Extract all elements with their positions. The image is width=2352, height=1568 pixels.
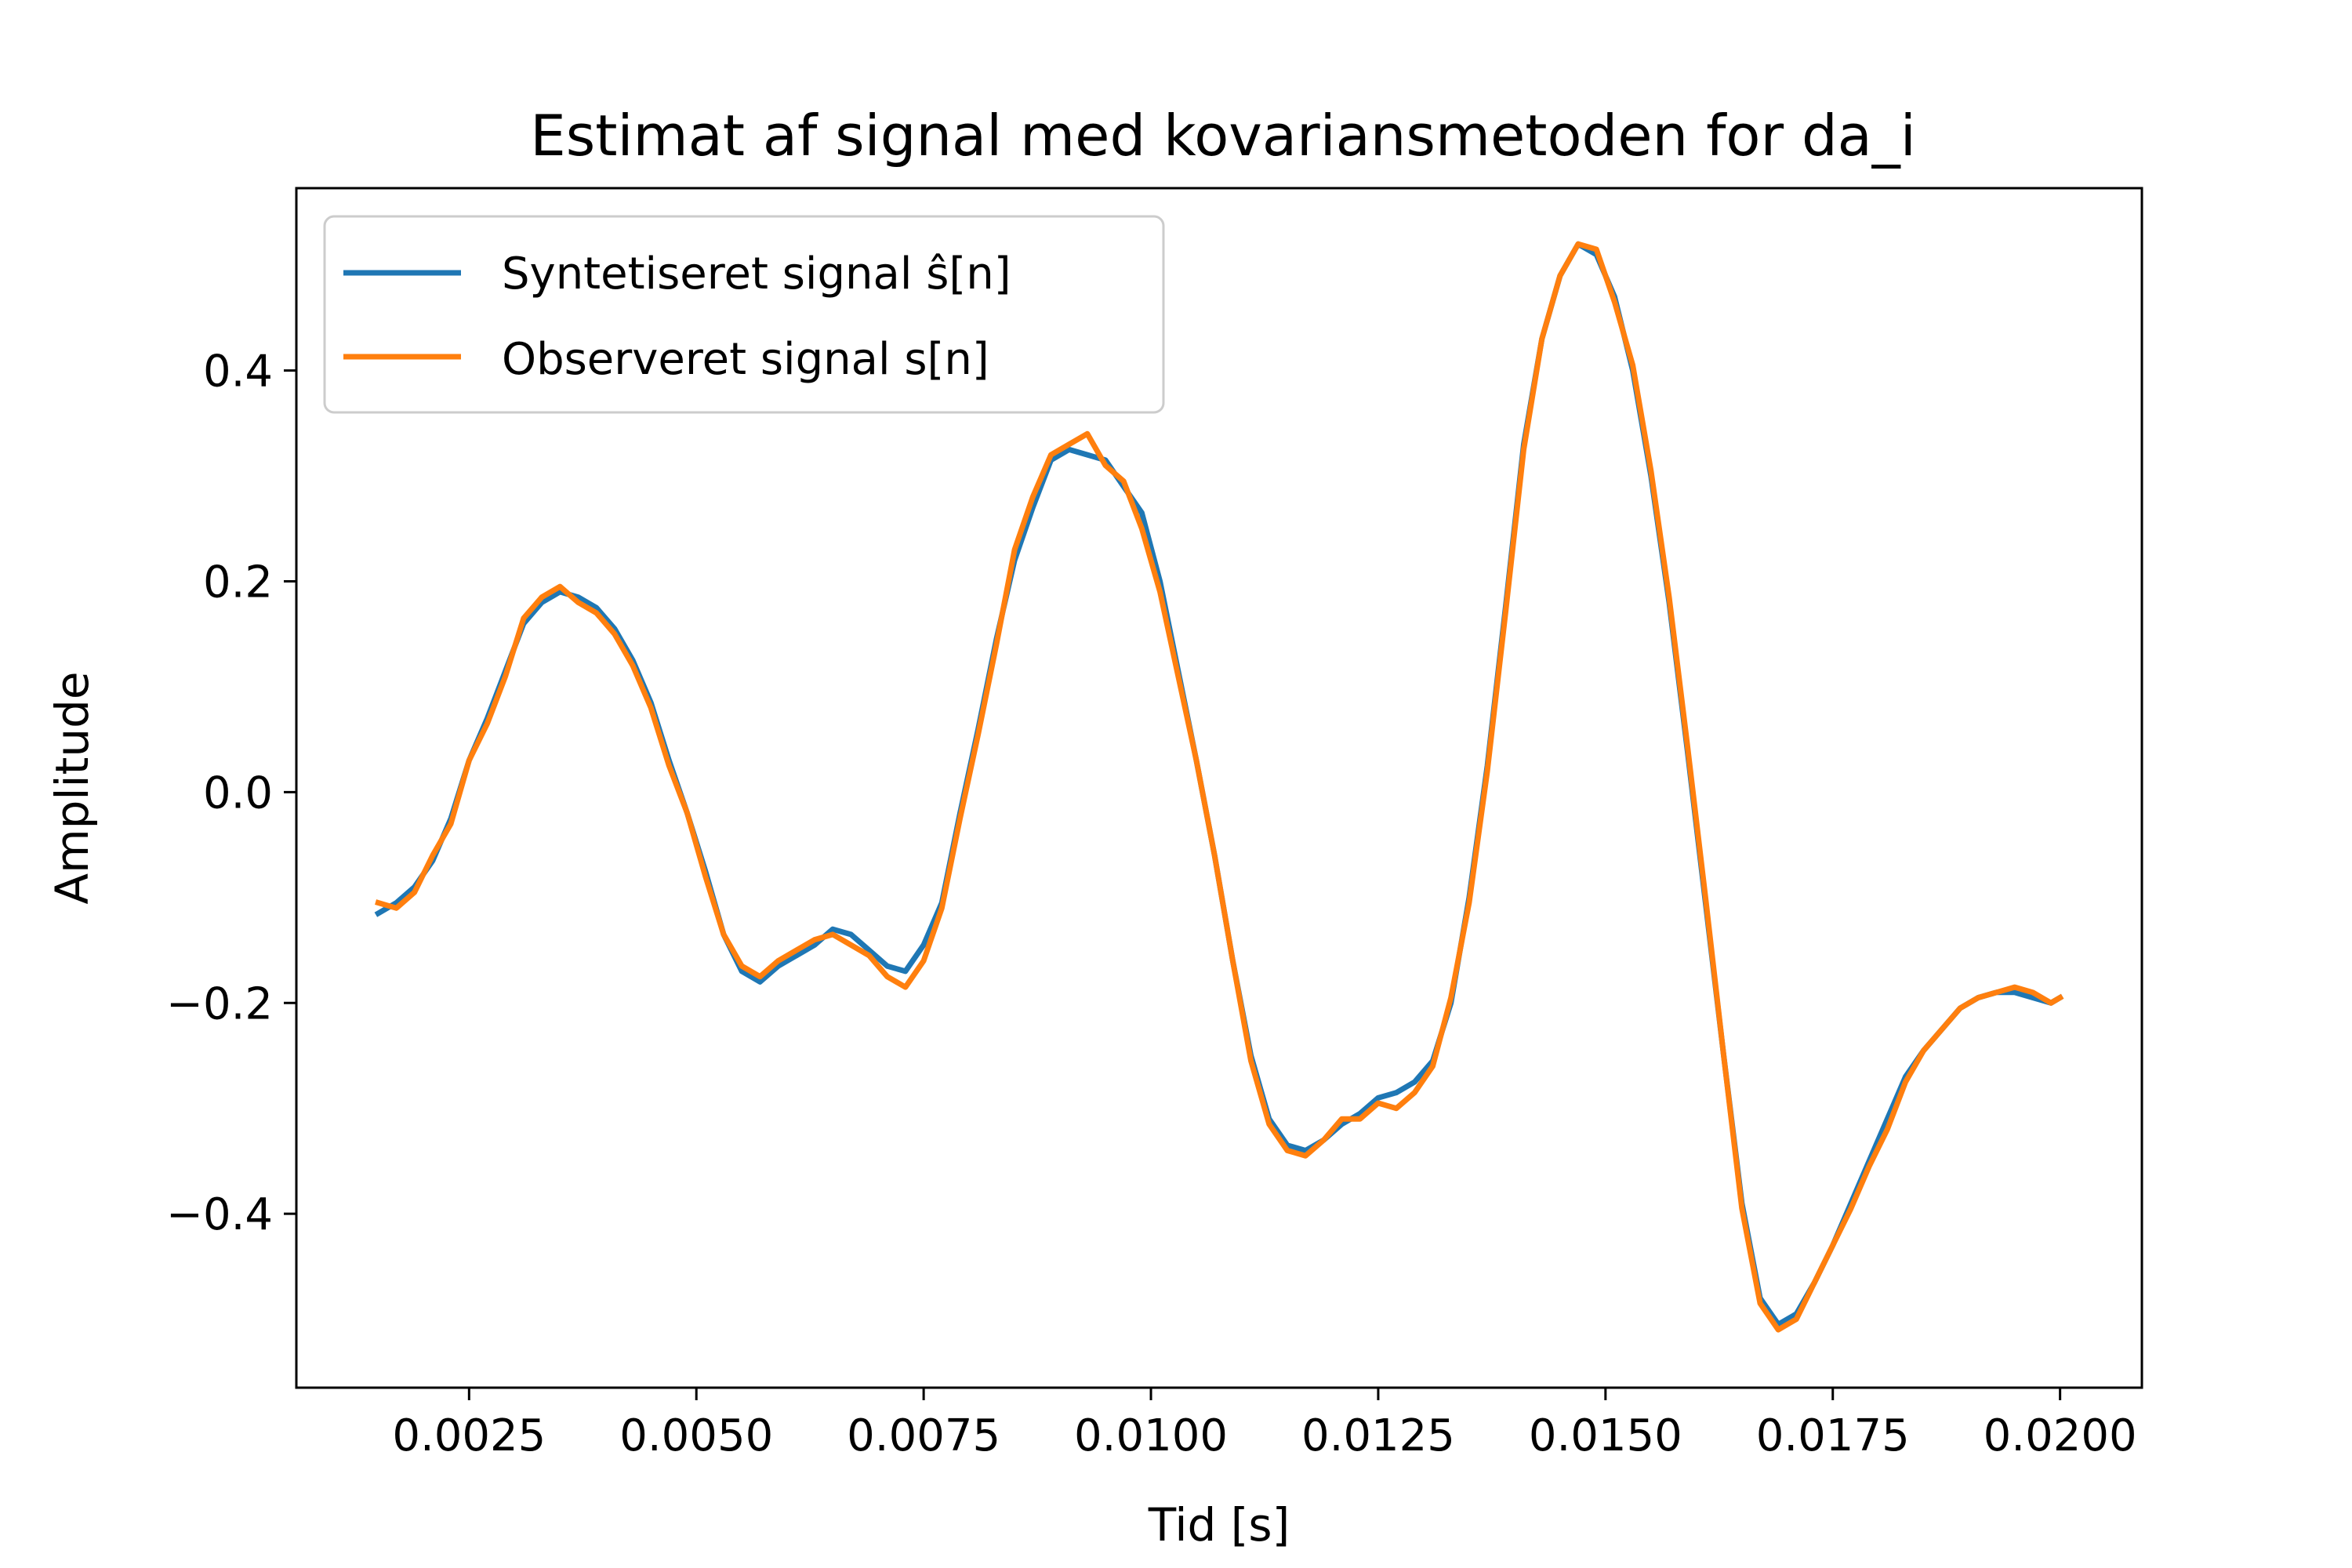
legend-label-observed: Observeret signal s[n] bbox=[502, 334, 989, 385]
x-tick-label: 0.0200 bbox=[1984, 1410, 2137, 1461]
x-tick-label: 0.0025 bbox=[392, 1410, 546, 1461]
plot-area bbox=[295, 187, 2143, 1389]
y-tick-label: −0.2 bbox=[166, 978, 273, 1029]
y-tick-label: 0.0 bbox=[203, 768, 273, 818]
y-tick-label: 0.4 bbox=[203, 347, 273, 397]
y-axis-label: Amplitude bbox=[45, 671, 99, 904]
legend: Syntetiseret signal ŝ[n] Observeret sign… bbox=[323, 215, 1165, 414]
y-tick-label: −0.4 bbox=[166, 1189, 273, 1240]
x-axis-label: Tid [s] bbox=[1148, 1498, 1290, 1552]
chart-title: Estimat af signal med kovariansmetoden f… bbox=[530, 103, 1916, 169]
series-line-1 bbox=[375, 241, 2064, 1333]
x-tick-label: 0.0175 bbox=[1756, 1410, 1910, 1461]
legend-box bbox=[323, 215, 1165, 414]
y-tick-label: 0.2 bbox=[203, 557, 273, 608]
x-tick-label: 0.0050 bbox=[619, 1410, 773, 1461]
x-axis-ticks: 0.0025 0.0050 0.0075 0.0100 0.0125 0.0150 0.01… bbox=[392, 1388, 2137, 1461]
y-axis-ticks: −0.4 −0.2 0.0 0.2 0.4 bbox=[166, 347, 296, 1240]
x-tick-label: 0.0075 bbox=[847, 1410, 1000, 1461]
series-layer bbox=[374, 241, 2064, 1333]
axes-frame bbox=[295, 187, 2143, 1389]
legend-label-synthesized: Syntetiseret signal ŝ[n] bbox=[502, 249, 1011, 299]
x-tick-label: 0.0125 bbox=[1301, 1410, 1455, 1461]
x-tick-label: 0.0150 bbox=[1529, 1410, 1682, 1461]
x-tick-label: 0.0100 bbox=[1074, 1410, 1228, 1461]
